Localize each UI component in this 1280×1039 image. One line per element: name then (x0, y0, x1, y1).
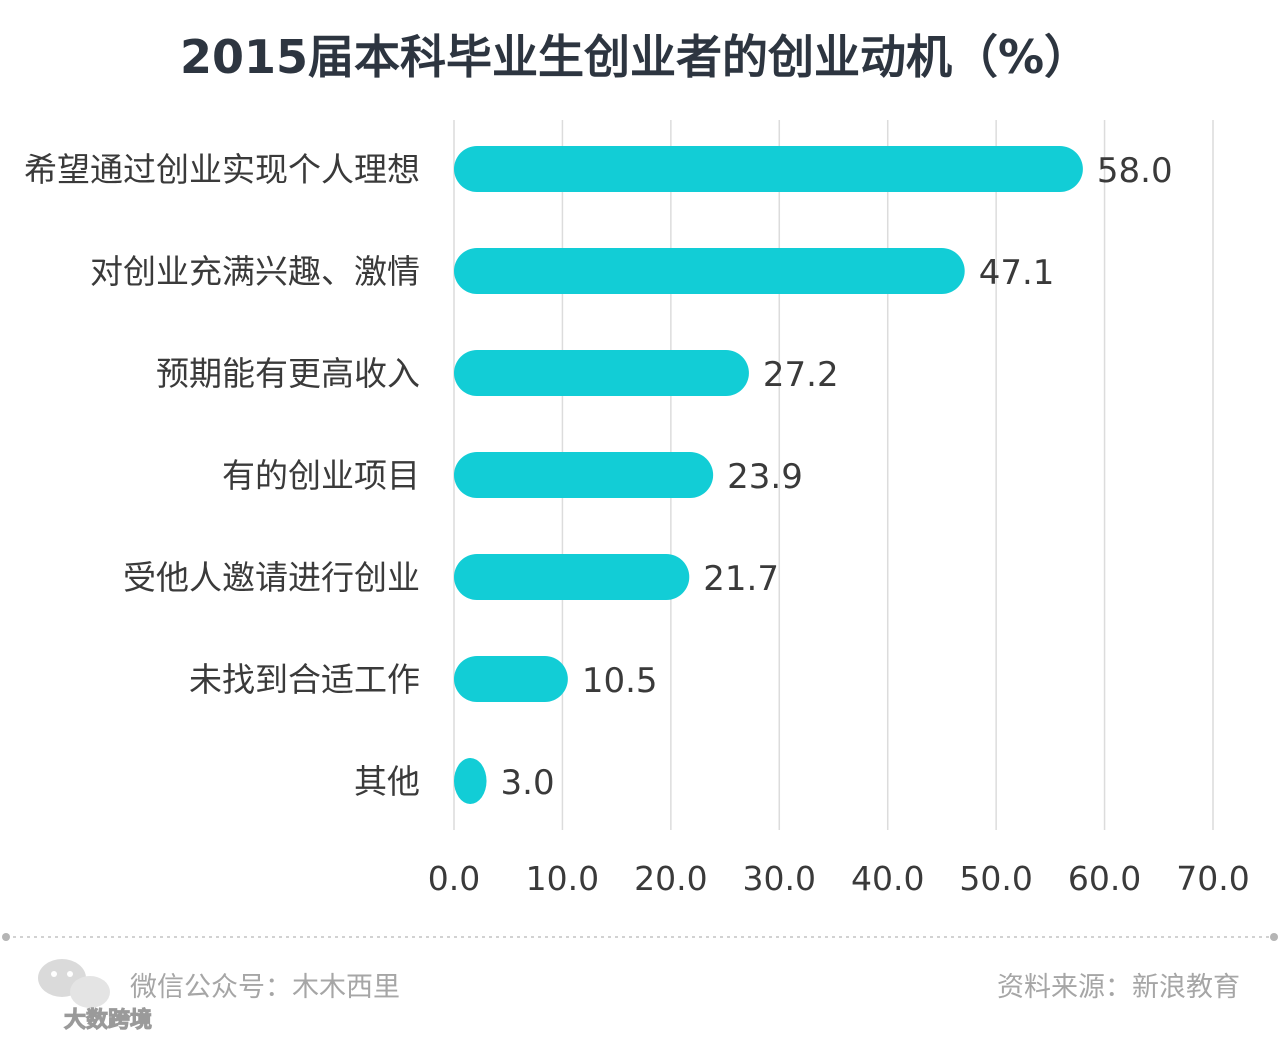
category-label: 受他人邀请进行创业 (123, 558, 420, 597)
x-tick-label: 30.0 (743, 859, 816, 898)
footer: 微信公众号：木木西里 资料来源：新浪教育 大数跨境 (2, 933, 1278, 1034)
category-label: 对创业充满兴趣、激情 (90, 252, 420, 291)
bars (454, 146, 1083, 804)
watermark: 大数跨境 (64, 1007, 152, 1033)
bar (454, 758, 487, 804)
value-label: 21.7 (703, 559, 779, 599)
x-axis-ticks: 0.0 10.0 20.0 30.0 40.0 50.0 60.0 70.0 (428, 859, 1250, 898)
footer-account: 微信公众号：木木西里 (130, 972, 400, 1003)
x-tick-label: 70.0 (1176, 859, 1249, 898)
x-tick-label: 20.0 (634, 859, 707, 898)
value-label: 47.1 (979, 253, 1055, 293)
labels: 希望通过创业实现个人理想 58.0 对创业充满兴趣、激情 47.1 预期能有更高收入 27… (24, 150, 1173, 803)
divider-left-dot (2, 933, 10, 941)
category-label: 未找到合适工作 (189, 660, 420, 699)
divider-right-dot (1270, 933, 1278, 941)
x-tick-label: 0.0 (428, 859, 480, 898)
value-label: 3.0 (501, 763, 555, 803)
value-label: 58.0 (1097, 151, 1173, 191)
chart-title: 2015届本科毕业生创业者的创业动机（%） (180, 30, 1090, 84)
bar (454, 350, 749, 396)
x-tick-label: 10.0 (526, 859, 599, 898)
x-tick-label: 60.0 (1068, 859, 1141, 898)
category-label: 其他 (354, 762, 420, 801)
value-label: 10.5 (582, 661, 658, 701)
value-label: 23.9 (727, 457, 803, 497)
wechat-icon (38, 959, 110, 1008)
bar (454, 554, 690, 600)
bar (454, 146, 1083, 192)
category-label: 预期能有更高收入 (156, 354, 420, 393)
value-label: 27.2 (763, 355, 839, 395)
bar (454, 248, 965, 294)
category-label: 希望通过创业实现个人理想 (24, 150, 420, 189)
footer-source: 资料来源：新浪教育 (997, 972, 1240, 1003)
bar (454, 656, 568, 702)
bar (454, 452, 714, 498)
category-label: 有的创业项目 (222, 456, 420, 495)
x-tick-label: 40.0 (851, 859, 924, 898)
x-tick-label: 50.0 (959, 859, 1032, 898)
